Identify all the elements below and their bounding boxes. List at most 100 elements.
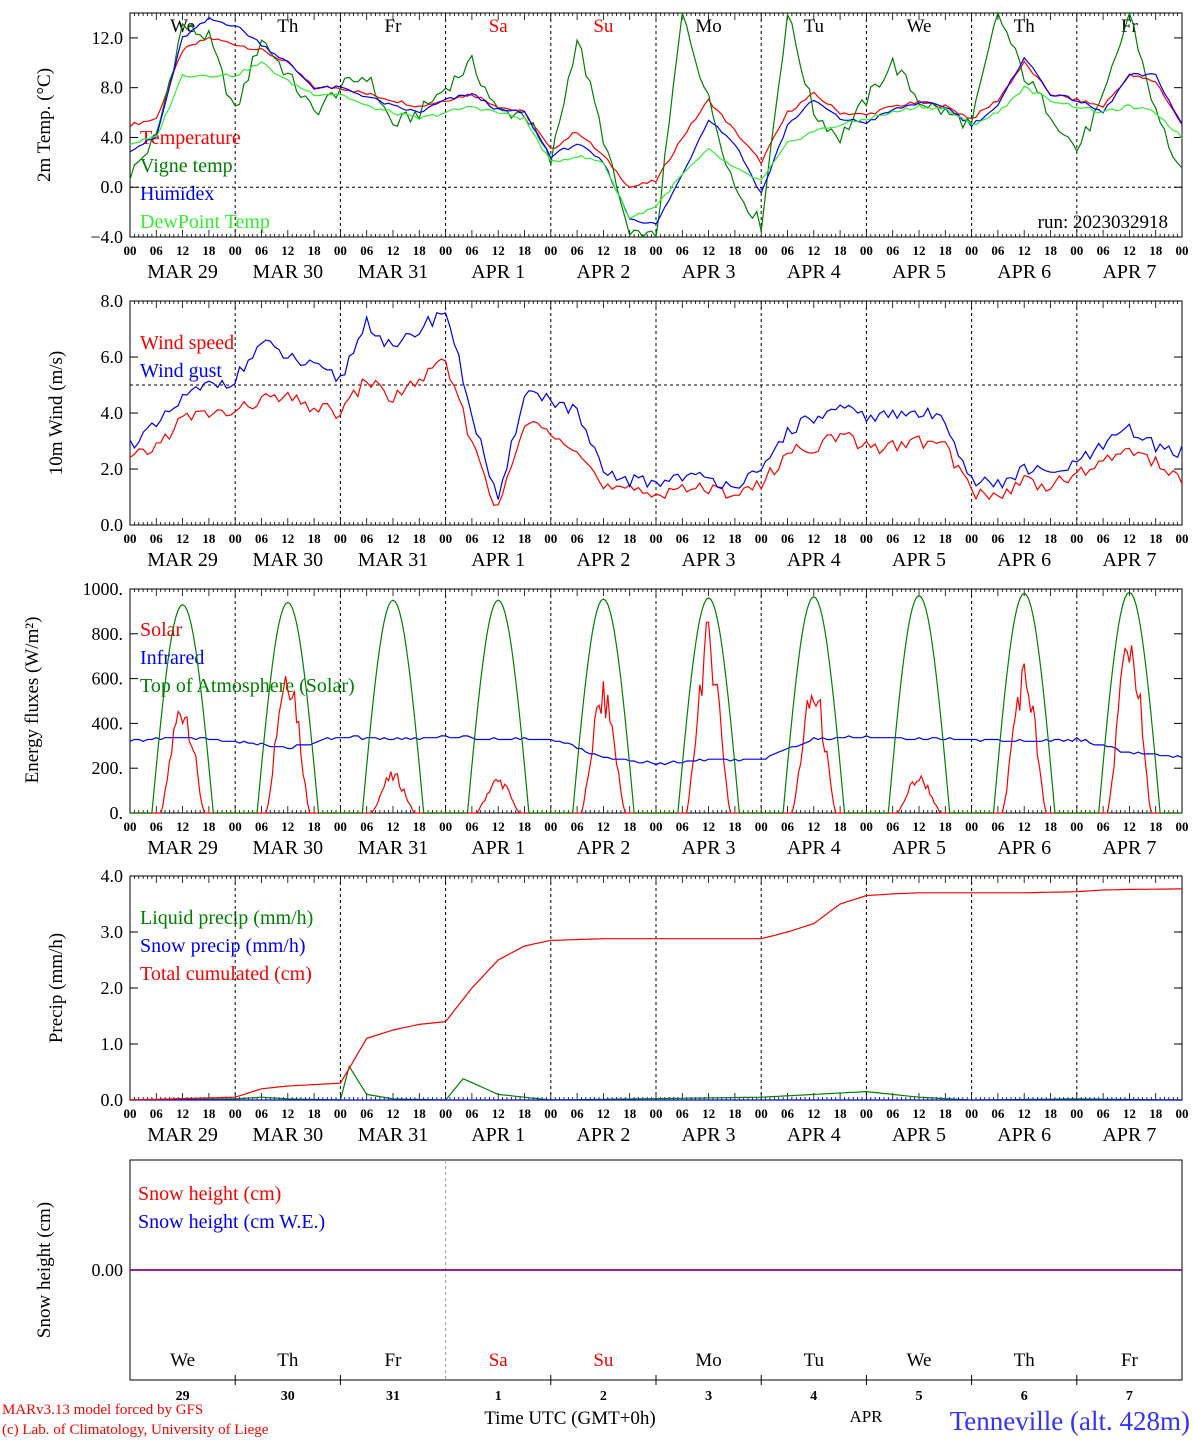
hour-tick-label: 12 [597,531,610,546]
temperature-panel-ylabel: 2m Temp. (°C) [34,68,55,182]
y-tick-label: 0.0 [101,177,124,197]
date-label: MAR 31 [358,837,429,859]
date-label: MAR 31 [358,549,429,571]
wind-legend-gust: Wind gust [140,360,222,382]
hour-tick-label: 18 [834,819,848,834]
hour-tick-label: 06 [571,1106,585,1121]
date-label: APR 2 [576,261,630,283]
hour-tick-label: 00 [544,243,557,258]
date-label: APR 5 [892,837,946,859]
date-label: APR 5 [892,1124,946,1146]
day-number-label: 4 [810,1389,817,1404]
temperature-legend-vigne: Vigne temp [140,155,233,177]
hour-tick-label: 00 [1070,1106,1083,1121]
day-number-label: 1 [495,1389,502,1404]
hour-tick-label: 06 [886,819,900,834]
hour-tick-label: 12 [702,819,715,834]
hour-tick-label: 06 [991,1106,1005,1121]
snow-panel: Snow height (cm) Snow height (cm) Snow h… [34,1183,325,1338]
hour-tick-label: 06 [571,531,585,546]
hour-tick-label: 12 [387,243,400,258]
hour-tick-label: 06 [255,243,269,258]
hour-tick-label: 00 [1176,243,1189,258]
date-label: APR 2 [576,837,630,859]
weekday-label: Sa [489,16,509,37]
day-number-label: 5 [916,1389,923,1404]
hour-tick-label: 18 [728,531,742,546]
energy-legend-toa: Top of Atmosphere (Solar) [140,675,355,697]
y-tick-label: 6.0 [101,347,124,367]
hour-tick-label: 18 [202,243,216,258]
hour-tick-label: 06 [1097,531,1111,546]
date-label: MAR 30 [253,261,324,283]
hour-tick-label: 12 [1123,1106,1136,1121]
y-tick-label: 0.00 [92,1260,124,1280]
weekday-label: Su [593,1350,614,1371]
hour-tick-label: 18 [939,243,953,258]
hour-tick-label: 12 [597,1106,610,1121]
hour-tick-label: 18 [623,819,637,834]
hour-tick-label: 18 [308,243,322,258]
date-label: APR 4 [787,549,841,571]
y-tick-label: 8.0 [101,78,124,98]
y-tick-label: 200. [92,758,124,778]
hour-tick-label: 06 [676,819,690,834]
date-label: APR 3 [682,1124,736,1146]
hour-tick-label: 00 [439,819,452,834]
hour-tick-label: 06 [991,819,1005,834]
weekday-label: Mo [695,1350,721,1371]
y-tick-label: 4.0 [101,403,124,423]
hour-tick-label: 00 [755,243,768,258]
hour-tick-label: 12 [492,819,505,834]
energy-legend-solar: Solar [140,619,183,641]
date-label: MAR 30 [253,549,324,571]
plot-frame [129,12,1183,238]
day-number-label: 7 [1126,1389,1133,1404]
day-number-label: 6 [1021,1389,1028,1404]
hour-tick-label: 00 [124,819,137,834]
hour-tick-label: 18 [1149,243,1163,258]
hour-tick-label: 06 [886,1106,900,1121]
weekday-label: Fr [1121,16,1139,37]
hour-tick-label: 12 [176,819,189,834]
hour-tick-label: 12 [387,531,400,546]
hour-tick-label: 06 [360,819,374,834]
hour-tick-label: 00 [544,819,557,834]
weekday-label: Fr [1121,1350,1139,1371]
panel-3-plot: 4.03.02.01.00.000 06 12 18 00 06 12 18 00 06 12 18 0… [101,866,1189,1146]
date-label: APR 3 [682,549,736,571]
y-tick-label: 3.0 [101,922,124,942]
hour-tick-label: 12 [1018,819,1031,834]
weekday-label: Sa [489,1350,509,1371]
hour-tick-label: 00 [860,531,873,546]
hour-tick-label: 00 [650,819,663,834]
hour-tick-label: 12 [281,1106,294,1121]
wind-panel-ylabel: 10m Wind (m/s) [46,351,67,476]
date-label: MAR 29 [147,261,218,283]
date-label: MAR 29 [147,549,218,571]
hour-tick-label: 18 [623,531,637,546]
hour-tick-label: 06 [150,819,164,834]
hour-tick-label: 18 [939,819,953,834]
hour-tick-label: 06 [781,819,795,834]
precip-legend-snow: Snow precip (mm/h) [140,935,306,957]
date-label: APR 5 [892,261,946,283]
day-number-label: 31 [386,1389,400,1404]
hour-tick-label: 00 [965,531,978,546]
y-tick-label: 2.0 [101,978,124,998]
panel-1-plot: 8.06.04.02.00.000 06 12 18 00 06 12 18 00 06 12 18 0… [101,291,1189,571]
hour-tick-label: 12 [913,1106,926,1121]
time-axis-title: Time UTC (GMT+0h) [484,1408,656,1429]
hour-tick-label: 18 [728,819,742,834]
hour-tick-label: 12 [597,243,610,258]
hour-tick-label: 18 [939,531,953,546]
y-tick-label: 4.0 [101,127,124,147]
hour-tick-label: 06 [886,531,900,546]
lab-credit: (c) Lab. of Climatology, University of L… [2,1422,269,1438]
hour-tick-label: 12 [387,1106,400,1121]
series-line-vigne-temp [129,11,1183,239]
hour-tick-label: 06 [781,1106,795,1121]
y-tick-label: 600. [92,669,124,689]
snow-panel-axis: We Th Fr Sa Su Mo Tu We Th Fr 29 30 31 1 2 3 4 5 6 7 [170,1350,1138,1404]
chart-marks: 12.08.04.00.0−4.000 06 12 18 00 06 12 18 00 06 12 1… [83,11,1189,1404]
